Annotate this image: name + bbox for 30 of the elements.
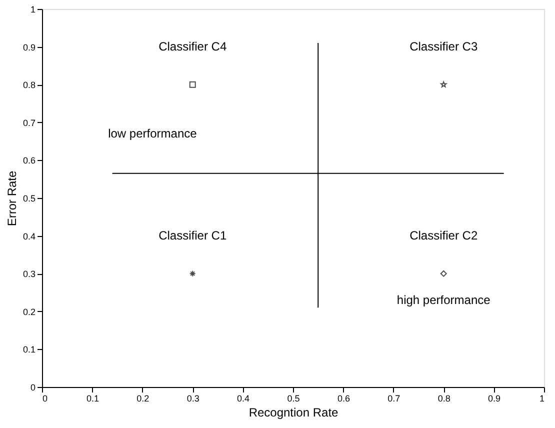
x-tick-label: 0.7	[388, 394, 400, 404]
text: Classifier C3	[410, 40, 478, 54]
y-tick-label: 1	[30, 4, 36, 14]
x-tick-label: 1	[539, 394, 544, 404]
x-tick-label: 0.2	[136, 394, 150, 404]
y-tick-label: 0.2	[22, 306, 36, 317]
text: Classifier C2	[410, 228, 478, 243]
x-tick-label: 0	[42, 394, 48, 404]
x-tick-label: 0.1	[86, 394, 99, 404]
y-tick-label: 0.5	[22, 194, 36, 204]
text: Classifier C1	[158, 228, 227, 243]
x-tick-label: 0.5	[287, 394, 300, 404]
y-tick-label: 0.6	[22, 156, 36, 166]
y-tick-label: 0.9	[22, 42, 36, 52]
x-tick-label: 0.9	[488, 394, 501, 404]
annotation: high performance	[396, 293, 491, 308]
y-tick-label: 0.8	[22, 80, 36, 90]
x-tick-label: 0.6	[337, 394, 350, 404]
text: Classifier C4	[158, 40, 227, 54]
x-tick-label: 0.4	[237, 394, 250, 404]
y-axis-title: Error Rate	[4, 170, 19, 226]
y-tick-label: 0.4	[22, 231, 36, 242]
y-tick-label: 0.3	[22, 269, 36, 280]
y-tick-label: 0.1	[22, 344, 36, 355]
x-tick-label: 0.3	[186, 394, 200, 404]
x-axis-title: Recogntion Rate	[248, 406, 339, 420]
x-tick-label: 0.8	[438, 394, 450, 404]
annotation: low performance	[108, 126, 198, 141]
y-tick-label: 0.7	[22, 118, 36, 128]
y-tick-label: 0	[30, 382, 36, 392]
